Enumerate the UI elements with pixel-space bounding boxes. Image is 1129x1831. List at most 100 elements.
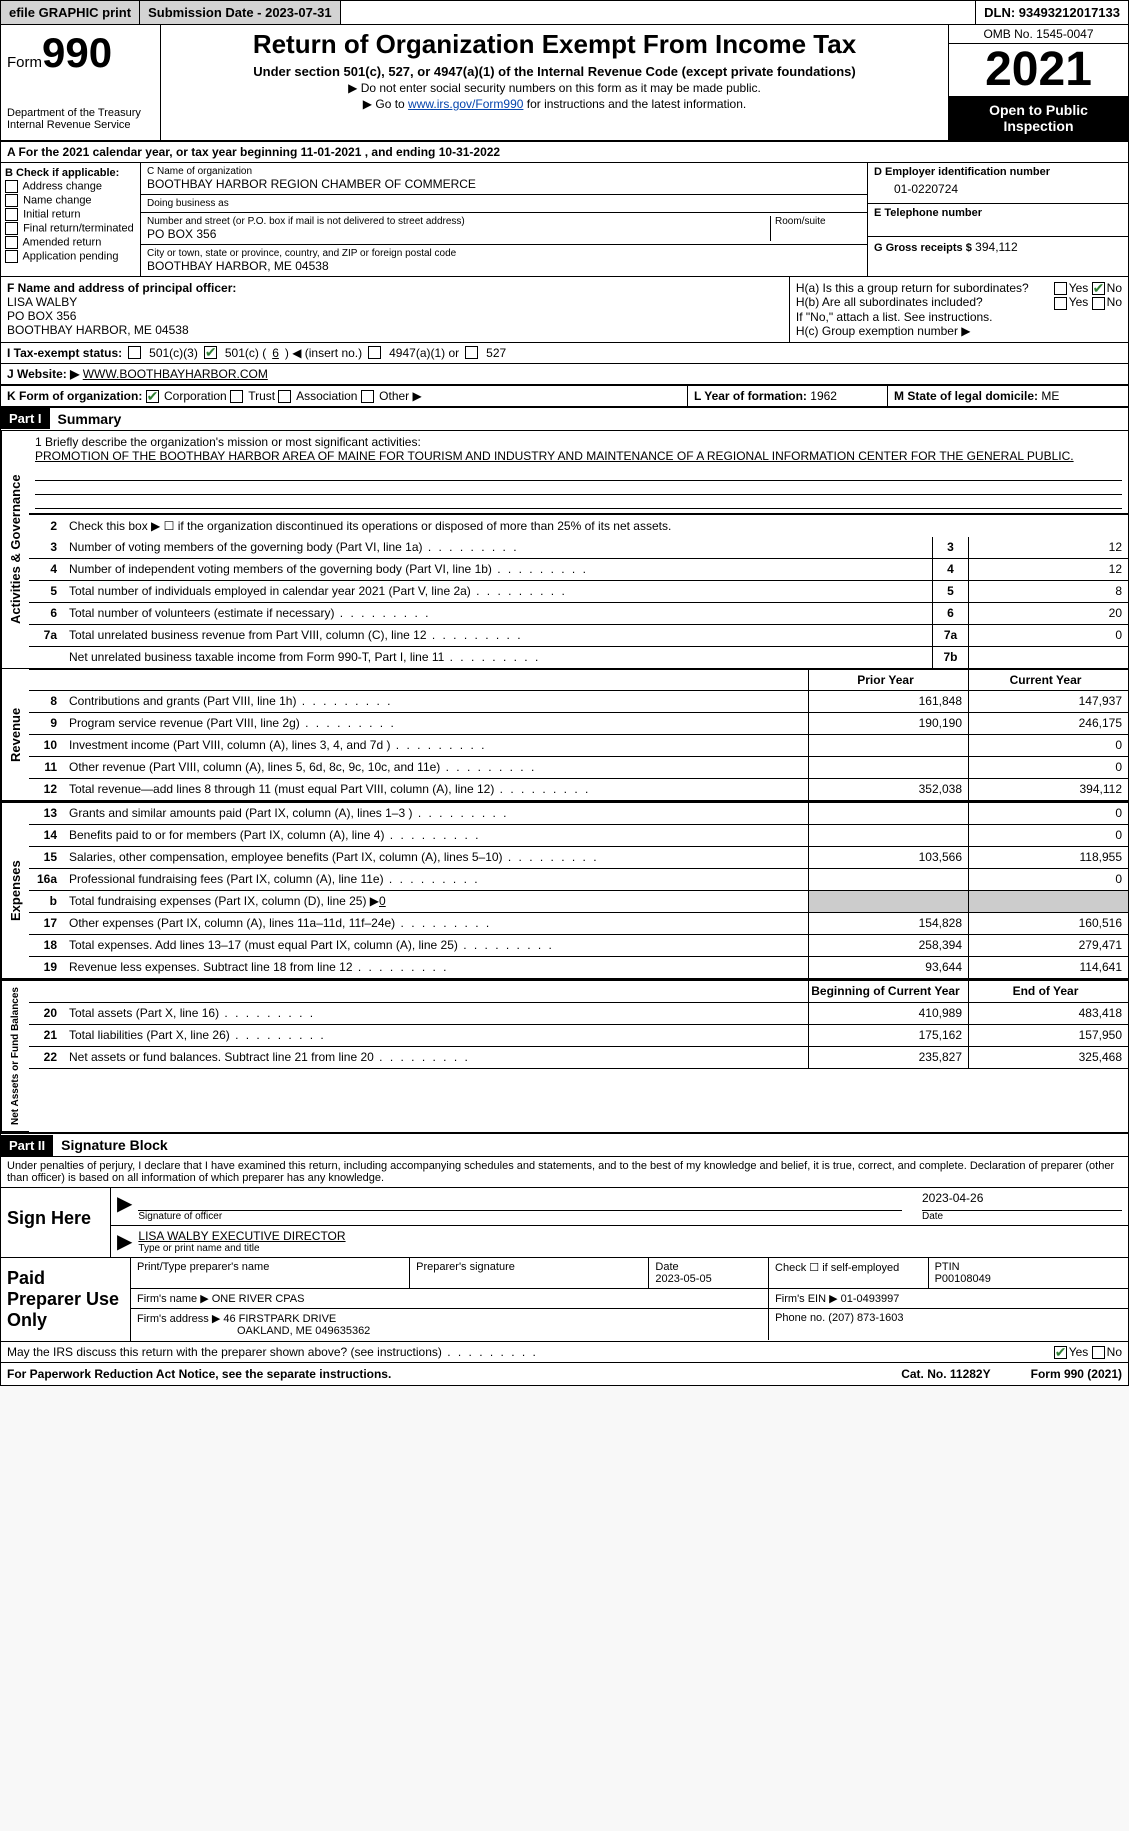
line-desc: Total revenue—add lines 8 through 11 (mu… [65,780,808,798]
cb-ha-yes[interactable] [1054,282,1067,295]
part-i-title: Summary [50,408,130,430]
summary-line: 9Program service revenue (Part VIII, lin… [29,713,1128,735]
top-bar: efile GRAPHIC print Submission Date - 20… [1,1,1128,25]
prior-year-val: 175,162 [808,1025,968,1046]
note-prefix: ▶ Go to [363,97,408,111]
line-num: 16a [29,872,65,886]
revenue-section: Revenue Prior Year Current Year 8Contrib… [1,669,1128,803]
line-num: 15 [29,850,65,864]
cb-4947[interactable] [368,346,381,359]
officer-name: LISA WALBY [7,295,783,309]
line-desc: Total liabilities (Part X, line 26) [65,1026,808,1044]
cat-no: Cat. No. 11282Y [901,1367,990,1381]
cb-final-return[interactable] [5,222,18,235]
ptin-value: P00108049 [935,1273,991,1285]
form-note-link: ▶ Go to www.irs.gov/Form990 for instruct… [171,97,938,111]
opt-corp: Corporation [164,389,227,403]
cb-other[interactable] [361,390,374,403]
cb-label: Amended return [22,236,101,248]
line-num: 9 [29,716,65,730]
cb-hb-no[interactable] [1092,297,1105,310]
current-year-val: 160,516 [968,913,1128,934]
line-desc: Number of independent voting members of … [65,560,932,578]
current-year-val: 0 [968,825,1128,846]
line-desc: Total assets (Part X, line 16) [65,1004,808,1022]
line-num: 6 [29,606,65,620]
cb-initial-return[interactable] [5,208,18,221]
summary-line: 12Total revenue—add lines 8 through 11 (… [29,779,1128,801]
submission-date-button[interactable]: Submission Date - 2023-07-31 [140,1,341,24]
room-label: Room/suite [775,216,861,227]
box-b-label: B Check if applicable: [5,167,136,179]
name-title-label: Type or print name and title [138,1243,1122,1254]
mission-line [35,481,1122,495]
line-desc: Other revenue (Part VIII, column (A), li… [65,758,808,776]
cb-501c[interactable] [204,346,217,359]
summary-line: 17Other expenses (Part IX, column (A), l… [29,913,1128,935]
line-box: 7b [932,647,968,668]
summary-line: 21Total liabilities (Part X, line 26)175… [29,1025,1128,1047]
vtab-revenue: Revenue [1,669,29,801]
row-l-label: L Year of formation: [694,389,807,403]
opt-501c3: 501(c)(3) [149,346,198,360]
firm-phone: (207) 873-1603 [828,1312,903,1324]
cb-trust[interactable] [230,390,243,403]
prior-year-val: 410,989 [808,1003,968,1024]
prior-year-val: 352,038 [808,779,968,800]
cb-amended-return[interactable] [5,236,18,249]
cb-hb-yes[interactable] [1054,297,1067,310]
firm-addr2: OAKLAND, ME 049635362 [237,1325,370,1337]
firm-ein-label: Firm's EIN ▶ [775,1293,838,1305]
no-label: No [1107,281,1122,295]
box-c: C Name of organization BOOTHBAY HARBOR R… [141,163,868,276]
vtab-expenses: Expenses [1,803,29,979]
line-num: 17 [29,916,65,930]
line-num: 21 [29,1028,65,1042]
irs-link[interactable]: www.irs.gov/Form990 [408,97,523,111]
line-val: 8 [968,581,1128,602]
current-year-val: 279,471 [968,935,1128,956]
line-box: 7a [932,625,968,646]
street-address: PO BOX 356 [147,227,770,241]
cb-name-change[interactable] [5,194,18,207]
cb-corp[interactable] [146,390,159,403]
cb-address-change[interactable] [5,180,18,193]
cb-assoc[interactable] [278,390,291,403]
summary-line: 3Number of voting members of the governi… [29,537,1128,559]
efile-print-button[interactable]: efile GRAPHIC print [1,1,140,24]
dba-label: Doing business as [147,198,861,209]
bottom-bar: For Paperwork Reduction Act Notice, see … [1,1363,1128,1385]
prior-year-val [808,825,968,846]
sig-date: 2023-04-26 [922,1191,1122,1211]
city-value: BOOTHBAY HARBOR, ME 04538 [147,259,861,273]
line-desc: Total expenses. Add lines 13–17 (must eq… [65,936,808,954]
yes-label: Yes [1069,281,1089,295]
line-box: 4 [932,559,968,580]
cb-discuss-yes[interactable] [1054,1346,1067,1359]
row-k-label: K Form of organization: [7,389,142,403]
cb-527[interactable] [465,346,478,359]
net-assets-section: Net Assets or Fund Balances Beginning of… [1,981,1128,1134]
opt-trust: Trust [248,389,275,403]
cb-501c3[interactable] [128,346,141,359]
cb-label: Initial return [23,208,80,220]
prior-year-val [808,735,968,756]
sign-here-label: Sign Here [1,1188,111,1257]
line-desc: Net assets or fund balances. Subtract li… [65,1048,808,1066]
summary-line: 7aTotal unrelated business revenue from … [29,625,1128,647]
col-eoy: End of Year [968,981,1128,1002]
officer-signature-field[interactable] [138,1191,902,1211]
row-m-label: M State of legal domicile: [894,389,1038,403]
summary-line: 18Total expenses. Add lines 13–17 (must … [29,935,1128,957]
cb-label: Final return/terminated [23,222,134,234]
ein-label: D Employer identification number [874,166,1122,178]
line-desc: Grants and similar amounts paid (Part IX… [65,804,808,822]
cb-app-pending[interactable] [5,250,18,263]
cb-ha-no[interactable] [1092,282,1105,295]
line-desc: Salaries, other compensation, employee b… [65,848,808,866]
current-year-val: 0 [968,803,1128,824]
cb-discuss-no[interactable] [1092,1346,1105,1359]
line-num: 3 [29,540,65,554]
website-label: J Website: ▶ [7,367,79,381]
summary-line: 19Revenue less expenses. Subtract line 1… [29,957,1128,979]
